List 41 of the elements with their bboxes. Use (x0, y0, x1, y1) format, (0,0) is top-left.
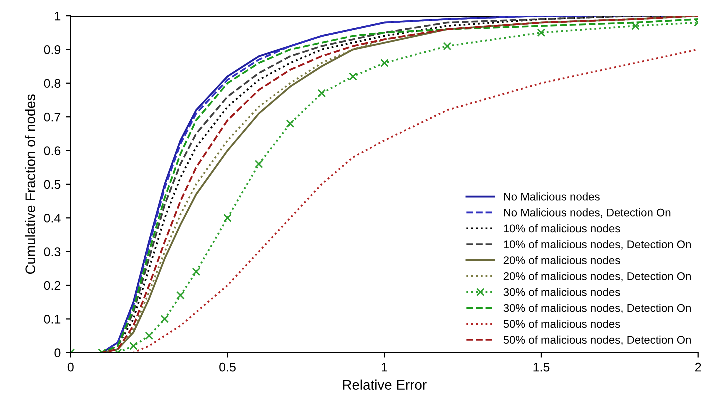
legend-label: 50% of malicious nodes (504, 320, 620, 328)
y-tick-label: 0.5 (44, 180, 61, 190)
y-tick-label: 0.9 (44, 46, 61, 54)
y-tick-label: 0.3 (44, 248, 61, 256)
point (443, 42, 452, 51)
legend-label: 10% of malicious nodes, Detection On (504, 240, 691, 250)
point (192, 268, 201, 276)
legend-label: 30% of malicious nodes (504, 288, 620, 296)
legend-label: 20% of malicious nodes (504, 256, 620, 264)
legend-label: 20% of malicious nodes, Detection On (504, 272, 691, 282)
y-tick-label: 0.7 (44, 112, 61, 122)
point (286, 120, 295, 128)
y-tick-label: 0.6 (44, 146, 61, 156)
legend-label: 50% of malicious nodes, Detection On (504, 336, 691, 346)
x-tick-label: 2 (696, 362, 702, 372)
point (176, 291, 185, 300)
point (160, 315, 170, 324)
point (224, 214, 232, 222)
legend-label: 30% of malicious nodes, Detection On (504, 304, 691, 314)
x-tick-label: 0 (68, 362, 74, 372)
point (145, 332, 154, 340)
y-tick-label: 0.1 (44, 314, 61, 324)
x-tick-label: 1.5 (534, 363, 550, 372)
y-tick-label: 0.2 (44, 281, 61, 290)
legend-label: No Malicious nodes (504, 192, 600, 201)
point (254, 160, 264, 168)
x-tick-label: 0.5 (220, 362, 236, 372)
y-axis-title: Cumulative Fraction of nodes (25, 94, 36, 274)
point (129, 342, 138, 350)
y-tick-label: 0.8 (44, 79, 61, 88)
legend-label: 10% of malicious nodes (504, 224, 620, 233)
x-tick-label: 1 (382, 363, 388, 372)
point (349, 72, 358, 81)
x-axis-title: Relative Error (343, 380, 427, 390)
point (537, 28, 546, 38)
y-tick-label: 1 (55, 12, 61, 21)
y-tick-label: 0.4 (44, 214, 61, 223)
point (380, 59, 389, 68)
point (318, 89, 326, 98)
legend-label: No Malicious nodes, Detection On (504, 208, 671, 218)
y-tick-label: 0 (54, 348, 61, 358)
